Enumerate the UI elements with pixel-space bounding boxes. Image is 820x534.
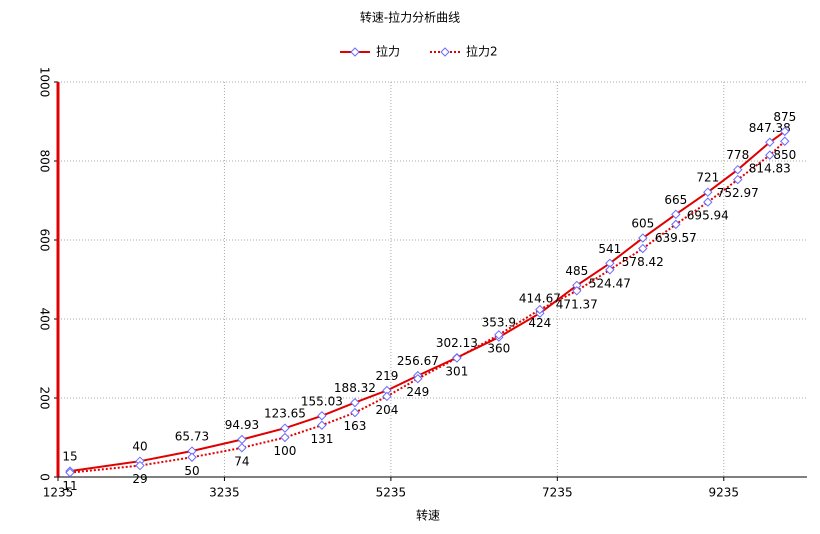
point-marker [703,187,713,197]
x-tick-label: 5235 [376,486,407,500]
data-label: 74 [234,454,249,468]
data-label: 414.67 [519,292,561,306]
data-label: 131 [310,432,333,446]
data-label: 249 [406,385,429,399]
data-label: 353.9 [482,316,516,330]
point-marker [317,420,327,430]
x-tick-label: 3235 [209,486,240,500]
data-label: 578.42 [622,255,664,269]
y-tick-label: 200 [38,387,52,410]
point-marker [535,304,545,315]
point-marker [350,397,360,408]
y-tick-label: 600 [38,229,52,252]
point-marker [605,265,615,275]
point-marker [780,136,790,146]
point-marker [494,330,504,340]
chart-title: 转速-拉力分析曲线 [360,10,460,25]
x-axis-label: 转速 [416,508,440,523]
legend-marker [350,47,360,57]
data-label: 65.73 [175,430,209,444]
data-label: 778 [726,148,749,162]
data-label: 814.83 [749,162,791,176]
data-label: 301 [445,365,468,379]
data-label: 155.03 [301,394,343,408]
y-tick-label: 1000 [38,67,52,98]
data-label: 123.65 [264,407,306,421]
point-marker [237,434,247,445]
point-marker [280,432,290,443]
x-tick-label: 7235 [542,486,573,500]
data-label: 100 [273,444,296,458]
data-label: 256.67 [397,354,439,368]
data-label: 639.57 [655,231,697,245]
data-label: 605 [631,217,654,231]
x-tick-label: 9235 [709,486,740,500]
series-line [69,140,786,474]
data-label: 875 [773,110,796,124]
point-marker [780,126,790,137]
point-marker [733,174,743,185]
point-marker [638,243,648,254]
point-marker [350,407,360,418]
legend-label: 拉力 [376,44,400,59]
y-tick-label: 0 [38,473,52,481]
point-marker [135,460,145,471]
point-marker [280,423,290,433]
point-marker [572,286,582,296]
data-label: 188.32 [334,381,376,395]
x-tick-label: 1235 [43,486,74,500]
data-label: 302.13 [436,336,478,350]
point-marker [187,452,197,462]
data-label: 695.94 [687,209,729,223]
point-marker [638,233,648,243]
data-label: 524.47 [589,276,631,290]
data-label: 29 [132,472,147,486]
point-marker [413,373,423,384]
data-label: 50 [184,464,199,478]
point-marker [703,197,713,207]
y-tick-label: 400 [38,308,52,331]
point-marker [765,150,775,160]
legend-marker [440,47,450,57]
data-label: 219 [375,369,398,383]
point-marker [671,209,681,220]
legend-label: 拉力2 [466,44,498,59]
data-label: 40 [132,440,147,454]
data-label: 665 [664,193,687,207]
data-label: 850 [773,148,796,162]
data-label: 721 [696,171,719,185]
data-label: 94.93 [225,418,259,432]
series-line [69,130,786,473]
data-label: 424 [528,316,551,330]
point-marker [452,353,462,363]
point-marker [733,164,743,175]
point-marker [671,219,681,230]
data-label: 360 [487,341,510,355]
data-label: 541 [598,242,621,256]
data-label: 204 [375,403,398,417]
data-label: 163 [343,419,366,433]
point-marker [382,391,392,402]
data-label: 485 [565,264,588,278]
point-marker [65,467,75,478]
data-label: 471.37 [556,297,598,311]
y-tick-label: 800 [38,150,52,173]
data-label: 15 [62,450,77,464]
data-label: 752.97 [717,186,759,200]
point-marker [237,443,247,453]
data-label: 11 [62,479,77,493]
point-marker [317,411,327,421]
point-marker [765,137,775,147]
